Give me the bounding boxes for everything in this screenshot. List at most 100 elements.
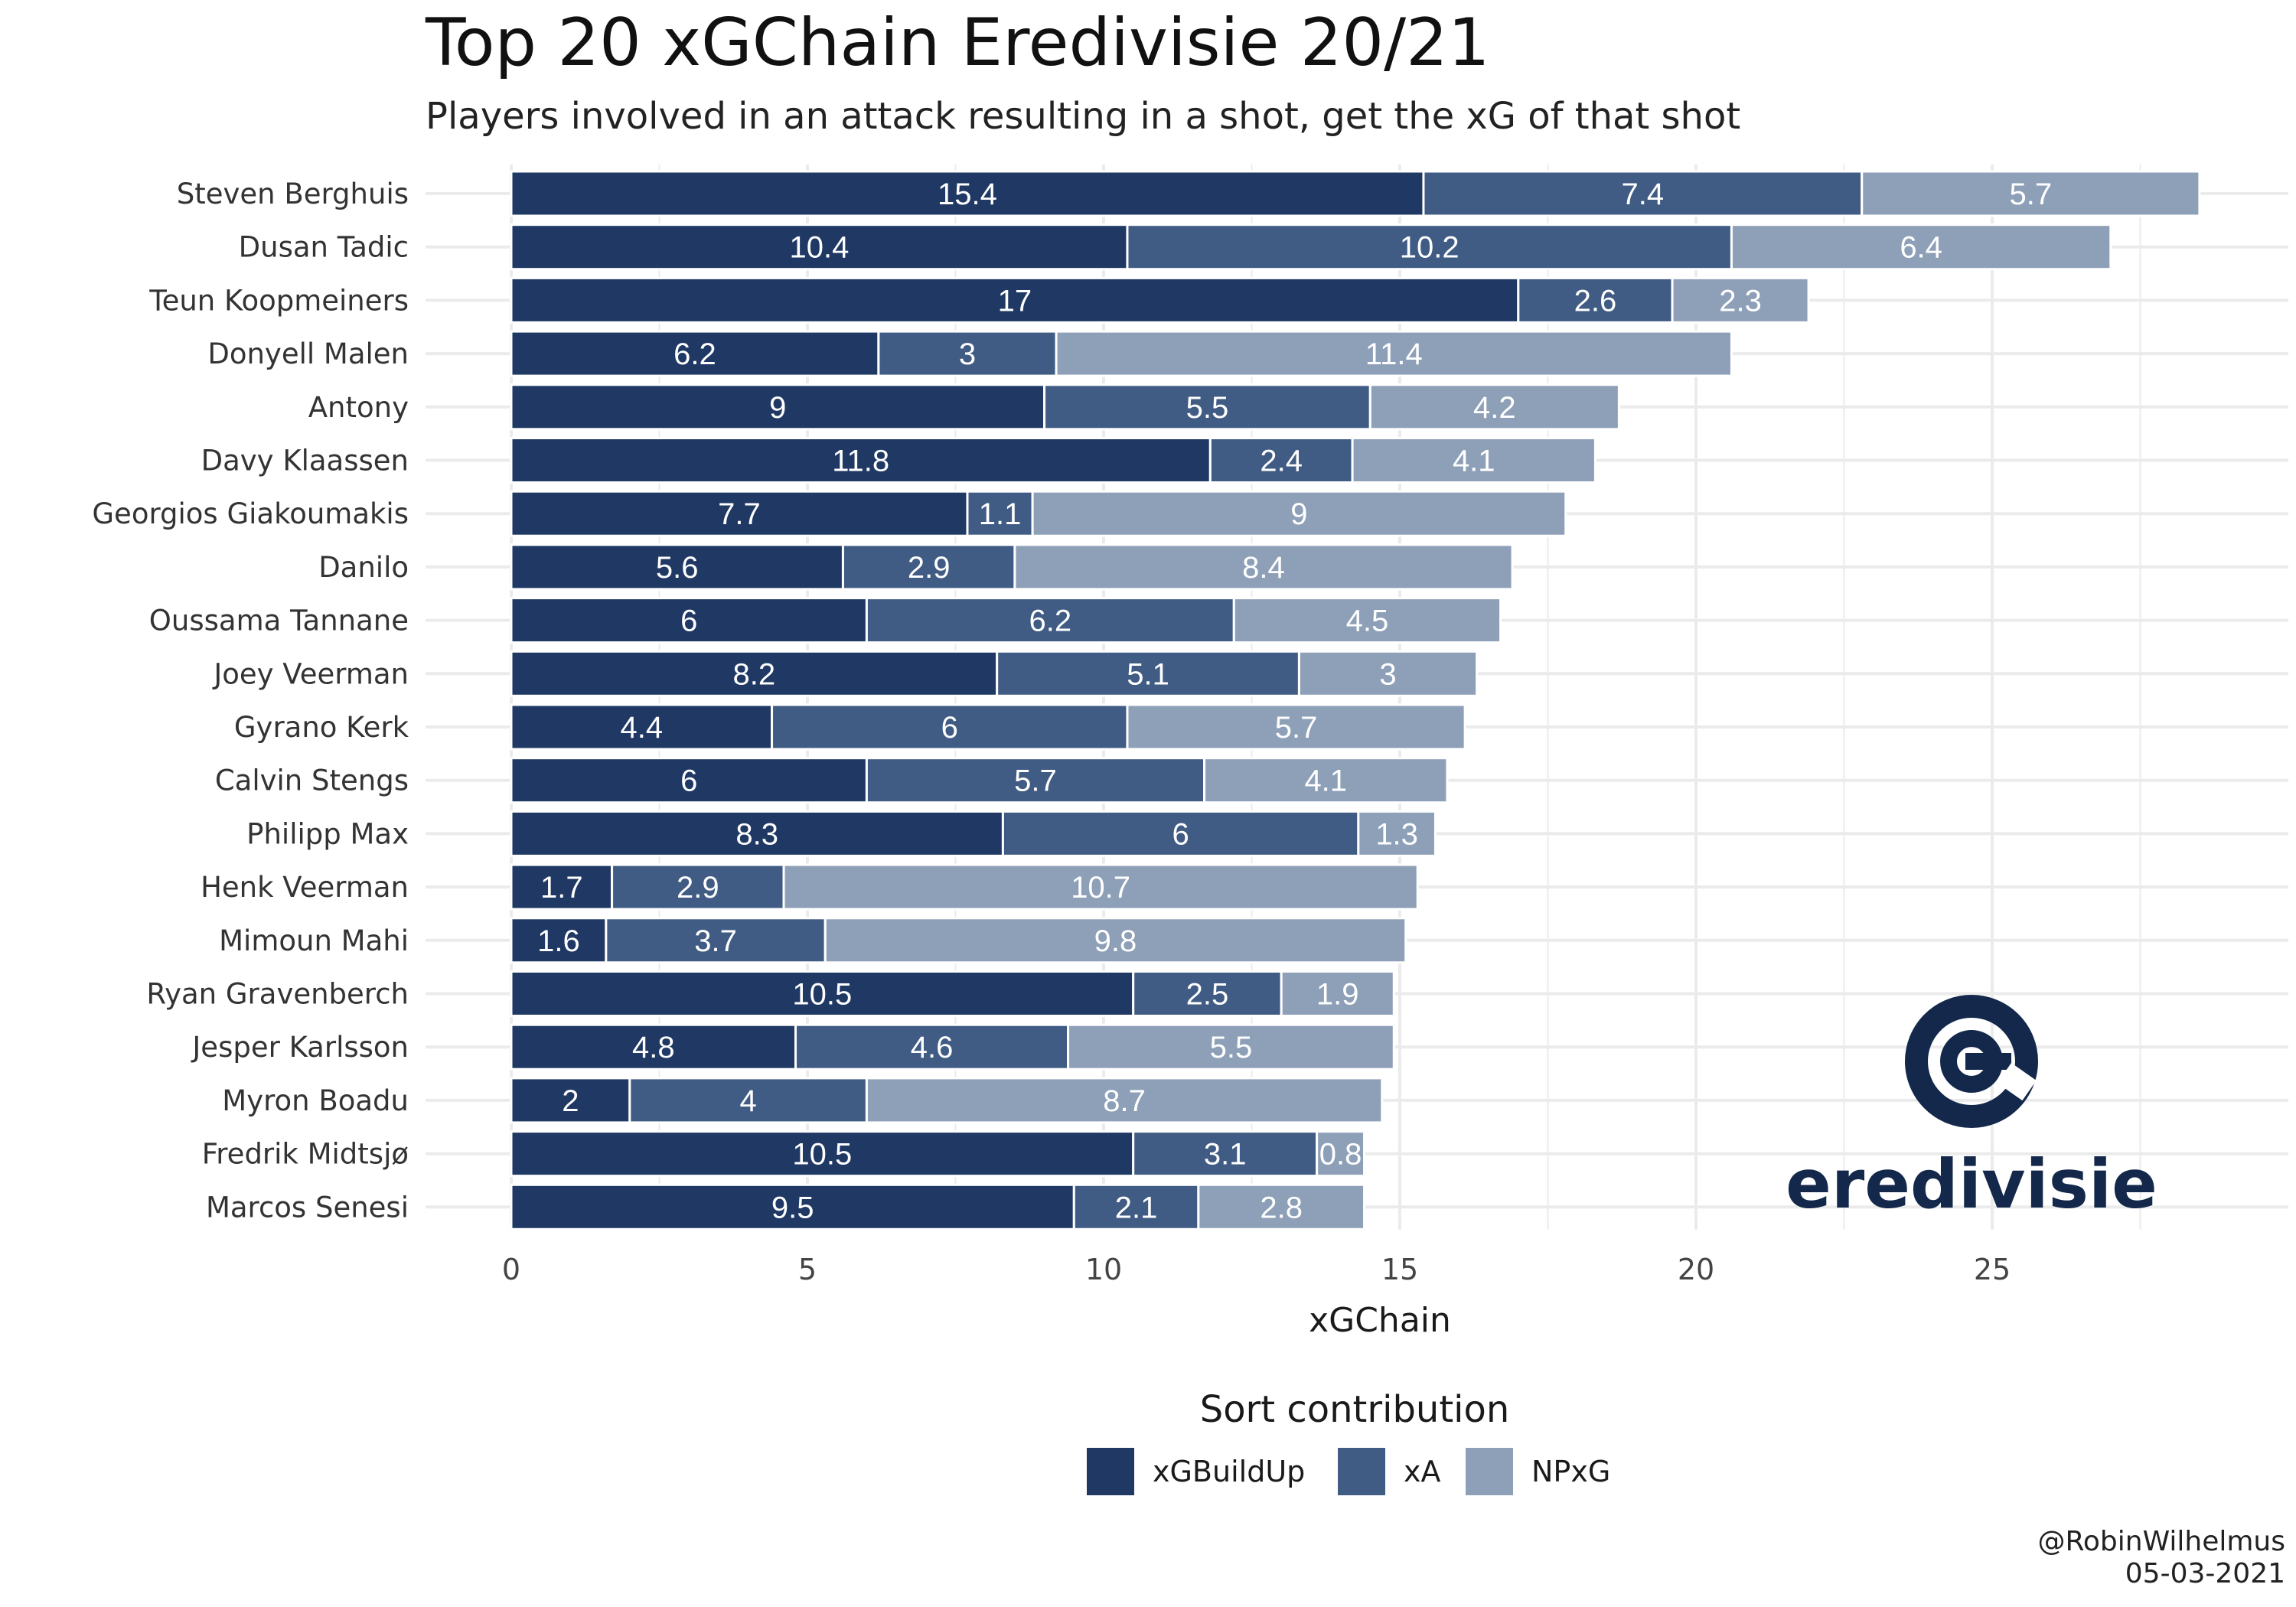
value-label: 4.8 — [632, 1031, 675, 1064]
bar-segment-xa — [1126, 223, 1733, 271]
bars-layer — [510, 170, 2201, 1231]
value-label: 9 — [769, 391, 786, 425]
value-label: 1.9 — [1316, 978, 1359, 1012]
bar-segment-xgbuildup — [510, 276, 1520, 324]
bar-segment-xgbuildup — [510, 223, 1129, 271]
value-label: 5.5 — [1210, 1031, 1253, 1064]
value-label: 4.6 — [911, 1031, 954, 1064]
bar-segment-npxg — [823, 917, 1407, 964]
player-label: Antony — [308, 391, 409, 424]
bar-segment-npxg — [1861, 170, 2201, 217]
value-label: 6 — [680, 605, 697, 638]
player-label: Henk Veerman — [201, 871, 409, 904]
x-tick-label: 5 — [798, 1253, 817, 1286]
bar-segment-npxg — [1031, 490, 1567, 537]
value-label: 4.1 — [1453, 445, 1495, 478]
value-label: 3.1 — [1204, 1138, 1247, 1172]
value-label: 10.5 — [792, 978, 852, 1012]
value-label: 5.5 — [1186, 391, 1229, 425]
value-label: 2.3 — [1719, 284, 1762, 318]
value-label: 10.2 — [1400, 231, 1459, 265]
legend-key-npxg — [1466, 1448, 1513, 1495]
value-label: 1.3 — [1375, 817, 1418, 851]
bar-segment-xa — [771, 703, 1129, 751]
caption: @RobinWilhelmus 05-03-2021 — [2037, 1526, 2285, 1590]
bar-segment-npxg — [782, 863, 1419, 911]
value-label: 5.7 — [1275, 711, 1318, 745]
value-label: 1.7 — [540, 871, 583, 905]
value-label: 6 — [680, 764, 697, 798]
value-label: 4.5 — [1346, 605, 1389, 638]
eredivisie-logo-text: eredivisie — [1786, 1145, 2157, 1224]
value-label: 10.5 — [792, 1138, 852, 1172]
player-label: Philipp Max — [246, 817, 409, 850]
value-label: 2.4 — [1260, 445, 1303, 478]
bar-segment-xa — [605, 917, 827, 964]
chart-subtitle: Players involved in an attack resulting … — [426, 95, 1741, 138]
bar-segment-xa — [1001, 810, 1360, 857]
value-label: 8.3 — [735, 817, 778, 851]
value-label: 10.7 — [1071, 871, 1130, 905]
bar-segment-xgbuildup — [510, 1077, 631, 1124]
bar-segment-npxg — [1013, 543, 1514, 591]
value-label: 1.6 — [537, 924, 580, 958]
value-label: 8.4 — [1242, 551, 1285, 585]
bar-segment-xgbuildup — [510, 703, 774, 751]
x-tick-label: 20 — [1678, 1253, 1714, 1286]
player-label: Joey Veerman — [212, 657, 409, 690]
value-label: 17 — [998, 284, 1032, 318]
player-label: Gyrano Kerk — [234, 711, 409, 744]
value-label: 8.7 — [1103, 1084, 1146, 1118]
value-label: 5.7 — [2010, 178, 2053, 211]
bar-segment-xgbuildup — [510, 1023, 797, 1071]
value-label: 4.2 — [1473, 391, 1516, 425]
legend-label-npxg: NPxG — [1531, 1455, 1610, 1488]
axis-layer: Steven Berghuis Dusan Tadic Teun Koopmeine… — [92, 178, 2011, 1340]
bar-segment-xgbuildup — [510, 330, 880, 377]
value-label: 9.5 — [771, 1191, 814, 1224]
value-label: 11.8 — [832, 445, 889, 478]
bar-segment-npxg — [1351, 437, 1596, 484]
value-label: 7.7 — [718, 497, 761, 531]
caption-handle: @RobinWilhelmus — [2037, 1526, 2285, 1557]
player-label: Myron Boadu — [222, 1084, 409, 1117]
bar-segment-npxg — [1232, 597, 1502, 644]
bar-segment-npxg — [1203, 757, 1449, 804]
value-label: 5.6 — [656, 551, 699, 585]
value-label: 6.2 — [673, 337, 716, 371]
bar-segment-xgbuildup — [510, 970, 1135, 1017]
value-label: 5.7 — [1014, 764, 1057, 798]
bar-segment-xa — [628, 1077, 868, 1124]
chart-title: Top 20 xGChain Eredivisie 20/21 — [426, 5, 1490, 81]
value-label: 2.8 — [1260, 1191, 1303, 1224]
value-label: 6.2 — [1029, 605, 1072, 638]
value-label: 3 — [1379, 657, 1396, 691]
value-label: 9.8 — [1094, 924, 1137, 958]
value-label: 2.1 — [1115, 1191, 1158, 1224]
value-label: 6 — [1172, 817, 1189, 851]
labels-layer: 15.4 7.4 5.7 10.4 10.2 6.4 17 2.6 2.3 6.2 3 11.4 9 5.… — [537, 178, 2052, 1224]
bar-segment-npxg — [1067, 1023, 1395, 1071]
bar-segment-xa — [966, 490, 1034, 537]
value-label: 10.4 — [790, 231, 850, 265]
player-label: Donyell Malen — [207, 337, 409, 370]
x-tick-label: 25 — [1974, 1253, 2011, 1286]
legend-key-xa — [1338, 1448, 1385, 1495]
value-label: 6.4 — [1900, 231, 1942, 265]
bar-segment-npxg — [1197, 1183, 1366, 1231]
value-label: 2.6 — [1574, 284, 1617, 318]
bar-segment-npxg — [1357, 810, 1437, 857]
x-axis-title: xGChain — [1309, 1301, 1451, 1340]
value-label: 0.8 — [1319, 1138, 1362, 1172]
bar-segment-npxg — [1126, 703, 1466, 751]
value-label: 1.1 — [979, 497, 1022, 531]
bar-segment-xgbuildup — [510, 597, 868, 644]
bar-segment-xa — [865, 757, 1206, 804]
x-tick-label: 0 — [502, 1253, 520, 1286]
bar-segment-npxg — [1368, 383, 1620, 431]
value-label: 4 — [739, 1084, 756, 1118]
bar-segment-npxg — [1297, 650, 1479, 697]
player-label: Ryan Gravenberch — [146, 978, 409, 1011]
